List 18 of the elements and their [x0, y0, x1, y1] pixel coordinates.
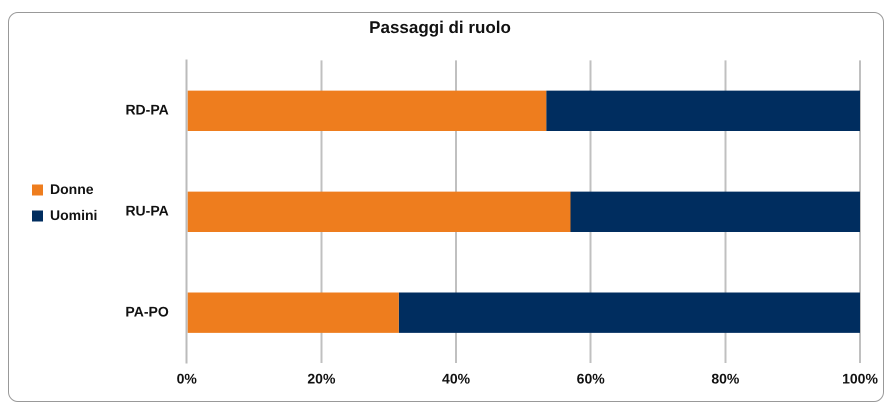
x-tick-label: 0%: [176, 370, 198, 386]
y-tick-label: RD-PA: [125, 102, 169, 118]
bar: [188, 90, 546, 132]
legend-label: Uomini: [50, 206, 98, 223]
x-tick-label: 60%: [576, 370, 606, 386]
x-tick-label: 80%: [711, 370, 740, 386]
bar: [398, 292, 860, 333]
legend-label: Donne: [50, 180, 94, 197]
x-tick-label: 40%: [442, 370, 471, 386]
y-tick-label: PA-PO: [125, 304, 169, 320]
y-tick-label: RU-PA: [125, 202, 169, 219]
chart-title: Passaggi di ruolo: [369, 18, 511, 37]
bar: [570, 192, 860, 232]
bar: [188, 192, 570, 232]
bar: [546, 90, 860, 132]
x-tick-label: 20%: [307, 370, 336, 386]
bar: [188, 292, 399, 333]
x-tick-label: 100%: [842, 370, 878, 386]
